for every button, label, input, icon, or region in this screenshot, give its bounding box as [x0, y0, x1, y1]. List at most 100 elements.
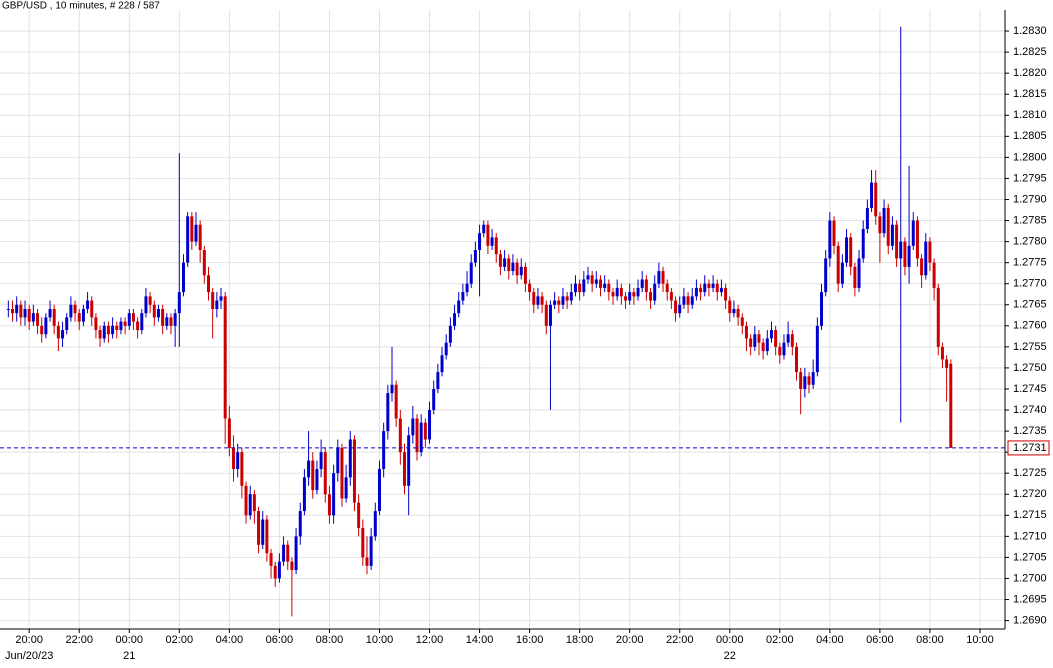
candle-body [190, 216, 194, 242]
candle-body [23, 308, 27, 318]
candle-body [398, 418, 402, 453]
y-tick-label: 1.2705 [1013, 551, 1047, 563]
candle-body [915, 220, 919, 259]
candle-body [244, 485, 248, 516]
candle-body [40, 325, 44, 335]
candle-body [640, 279, 644, 288]
candle-body [799, 372, 803, 389]
candle-body [298, 511, 302, 537]
y-tick-label: 1.2785 [1013, 214, 1047, 226]
candle-body [778, 346, 782, 356]
date-label: 22 [724, 650, 736, 662]
candle-body [377, 468, 381, 512]
candle-body [682, 296, 686, 305]
candle-body [127, 313, 131, 326]
candle-body [811, 372, 815, 385]
x-tick-label: 04:00 [216, 634, 244, 646]
candle-body [707, 283, 711, 288]
candle-body [65, 317, 69, 331]
y-tick-label: 1.2770 [1013, 278, 1047, 290]
candle-body [177, 292, 181, 314]
candle-body [186, 216, 190, 263]
x-tick-label: 18:00 [566, 634, 594, 646]
candle-body [407, 435, 411, 486]
candle-body [11, 308, 15, 314]
candle-body [419, 422, 423, 453]
candle-body [461, 292, 465, 301]
candle-body [769, 330, 773, 339]
candle-body [248, 494, 252, 516]
candle-body [415, 418, 419, 453]
y-tick-label: 1.2790 [1013, 193, 1047, 205]
candle-body [753, 334, 757, 347]
candle-body [761, 342, 765, 352]
candle-body [711, 283, 715, 288]
candle-body [936, 287, 940, 347]
candle-body [553, 300, 557, 305]
candle-body [490, 237, 494, 246]
candle-body [102, 325, 106, 339]
date-label: 21 [123, 650, 135, 662]
candle-body [928, 241, 932, 263]
candle-body [519, 266, 523, 276]
candle-body [332, 473, 336, 516]
candle-body [532, 292, 536, 305]
candle-body [719, 287, 723, 293]
x-tick-label: 00:00 [116, 634, 144, 646]
candle-body [511, 262, 515, 272]
candle-body [765, 338, 769, 352]
y-tick-label: 1.2780 [1013, 236, 1047, 248]
candle-body [44, 317, 48, 335]
candle-body [73, 304, 77, 314]
x-tick-label: 22:00 [65, 634, 93, 646]
candle-body [498, 254, 502, 267]
candle-body [828, 220, 832, 259]
candle-body [261, 519, 265, 545]
y-tick-label: 1.2750 [1013, 362, 1047, 374]
last-price-label: 1.2731 [1013, 442, 1047, 454]
candle-body [327, 494, 331, 516]
candle-body [344, 477, 348, 499]
candle-body [302, 477, 306, 512]
candle-body [444, 342, 448, 356]
candle-body [540, 296, 544, 305]
x-tick-label: 22:00 [666, 634, 694, 646]
candle-body [144, 296, 148, 314]
candle-body [849, 237, 853, 267]
candle-body [836, 245, 840, 284]
candle-body [523, 266, 527, 284]
candle-body [152, 304, 156, 318]
candle-body [423, 422, 427, 440]
candle-body [361, 527, 365, 558]
candle-body [649, 292, 653, 301]
candle-body [694, 287, 698, 297]
candle-body [27, 308, 31, 322]
candle-body [119, 321, 123, 331]
candle-body [607, 283, 611, 293]
candle-body [628, 292, 632, 301]
candle-body [440, 355, 444, 373]
y-tick-label: 1.2700 [1013, 572, 1047, 584]
candle-body [181, 262, 185, 293]
candle-body [486, 224, 490, 246]
x-tick-label: 08:00 [316, 634, 344, 646]
candle-body [924, 241, 928, 276]
candle-body [632, 292, 636, 297]
candle-body [428, 410, 432, 440]
candle-body [598, 279, 602, 288]
candle-body [636, 287, 640, 297]
candle-body [52, 308, 56, 326]
candle-body [390, 384, 394, 394]
candle-body [740, 317, 744, 326]
x-tick-label: 10:00 [366, 634, 394, 646]
candle-body [590, 275, 594, 284]
candle-body [81, 308, 85, 322]
candle-body [369, 536, 373, 566]
x-tick-label: 16:00 [516, 634, 544, 646]
candle-body [907, 245, 911, 267]
y-tick-label: 1.2800 [1013, 151, 1047, 163]
candle-body [715, 283, 719, 293]
candle-body [173, 313, 177, 326]
y-tick-label: 1.2795 [1013, 172, 1047, 184]
candle-body [807, 376, 811, 385]
